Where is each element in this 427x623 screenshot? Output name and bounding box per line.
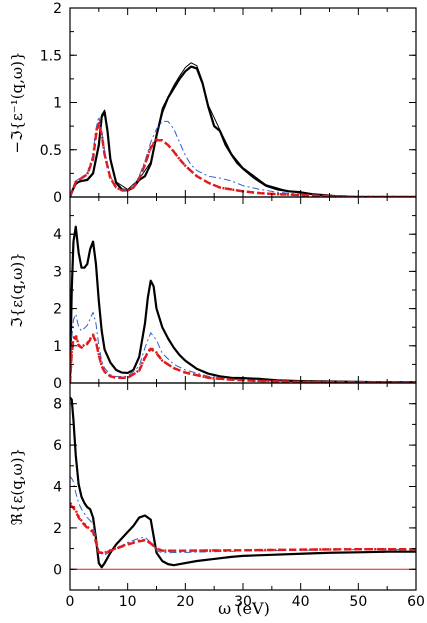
panel-3-ytick-label: 0 (53, 562, 62, 578)
panel-3-ytick-label: 8 (53, 397, 62, 413)
panel-1: 0 0.5 1 1.5 2 −ℑ{ε⁻¹(q,ω)} (8, 1, 417, 206)
panel-3-ylabel: ℜ{ε(q,ω)} (8, 448, 26, 525)
panel-2-ytick-label: 0 (53, 376, 62, 392)
panel-2-frame (69, 196, 417, 384)
panel-3-series-4 (70, 504, 416, 555)
panel-1-series-4 (70, 116, 416, 197)
panel-2-series-4 (70, 333, 416, 383)
panel-2-series-1 (70, 225, 416, 383)
panel-1-series-3 (70, 122, 416, 197)
panel-1-ytick-label: 1 (53, 96, 62, 112)
panel-1-ytick-label: 0 (53, 190, 62, 206)
panel-1-ytick-label: 0.5 (40, 143, 62, 159)
panel-1-series-5 (70, 120, 416, 197)
xtick-label: 60 (407, 594, 425, 610)
panel-3-series-3 (70, 475, 416, 556)
panel-3-series-5 (70, 502, 416, 554)
panel-3-frame (69, 382, 417, 591)
panel-2-series-3 (70, 334, 416, 383)
panel-2-ytick-label: 4 (53, 227, 62, 243)
panel-2-ytick-label: 3 (53, 264, 62, 280)
xtick-label: 40 (292, 594, 310, 610)
panel-1-ytick-label: 1.5 (40, 48, 62, 64)
xtick-label: 10 (119, 594, 137, 610)
xtick-label: 50 (349, 594, 367, 610)
xtick-label: 0 (66, 594, 75, 610)
panel-3-ytick-label: 2 (53, 521, 62, 537)
xtick-label: 30 (234, 594, 252, 610)
panel-2-ylabel: ℑ{ε(q,ω)} (8, 252, 26, 328)
xtick-label: 20 (176, 594, 194, 610)
panel-1-ylabel: −ℑ{ε⁻¹(q,ω)} (8, 51, 26, 153)
panel-3-ytick-label: 6 (53, 438, 62, 454)
panel-3-series-2 (70, 396, 416, 569)
panel-1-ytick-label: 2 (53, 1, 62, 17)
panel-2-ytick-label: 2 (53, 302, 62, 318)
panel-3: 0 2 4 6 8 ℜ{ε(q,ω)} (8, 382, 417, 591)
x-axis-label: ω (eV) (218, 599, 270, 618)
panel-2-ytick-label: 1 (53, 339, 62, 355)
panel-2: 0 1 2 3 4 ℑ{ε(q,ω)} (8, 196, 417, 392)
panel-1-series-1 (70, 65, 416, 197)
panel-3-ytick-label: 4 (53, 480, 62, 496)
panel-1-series-2 (70, 62, 416, 197)
